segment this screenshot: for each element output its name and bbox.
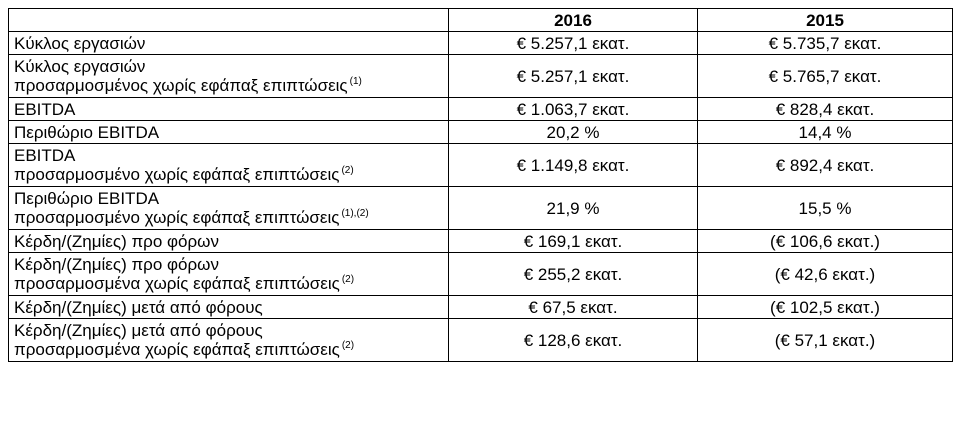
value-2015: (€ 102,5 εκατ.) (697, 295, 953, 319)
row-label-line1: EBITDA (14, 146, 76, 165)
row-label-line2: προσαρμοσμένος χωρίς εφάπαξ επιπτώσεις (14, 76, 348, 95)
header-row: 2016 2015 (8, 8, 953, 32)
value-2016: € 67,5 εκατ. (448, 295, 698, 319)
row-label: Κέρδη/(Ζημίες) μετά από φόρους προσαρμοσμ… (8, 318, 449, 362)
value-2016: € 5.257,1 εκατ. (448, 31, 698, 55)
table-row: Κέρδη/(Ζημίες) μετά από φόρους € 67,5 εκα… (8, 295, 953, 319)
table-row: Κέρδη/(Ζημίες) μετά από φόρους προσαρμοσμ… (8, 318, 953, 362)
value-2015: (€ 42,6 εκατ.) (697, 252, 953, 296)
row-label-line1: Κέρδη/(Ζημίες) μετά από φόρους (14, 321, 263, 340)
row-label-line1: Κέρδη/(Ζημίες) προ φόρων (14, 231, 219, 251)
row-label-line1: Κύκλος εργασιών (14, 57, 146, 76)
value-2016: € 169,1 εκατ. (448, 229, 698, 253)
row-label-line1: Κέρδη/(Ζημίες) μετά από φόρους (14, 297, 263, 317)
value-2016: € 255,2 εκατ. (448, 252, 698, 296)
table-row: Κύκλος εργασιών προσαρμοσμένος χωρίς εφάπ… (8, 54, 953, 98)
header-label-cell (8, 8, 449, 32)
row-label: Κύκλος εργασιών προσαρμοσμένος χωρίς εφάπ… (8, 54, 449, 98)
row-label: Κέρδη/(Ζημίες) προ φόρων (8, 229, 449, 253)
row-label: EBITDA προσαρμοσμένο χωρίς εφάπαξ επιπτώσ… (8, 143, 449, 187)
row-label: Περιθώριο EBITDA (8, 120, 449, 144)
value-2016: € 128,6 εκατ. (448, 318, 698, 362)
table-row: EBITDA € 1.063,7 εκατ. € 828,4 εκατ. (8, 97, 953, 121)
footnote-marker: (2) (341, 165, 354, 177)
value-2015: € 5.765,7 εκατ. (697, 54, 953, 98)
row-label-line2: προσαρμοσμένα χωρίς εφάπαξ επιπτώσεις (14, 274, 340, 293)
value-2015: (€ 57,1 εκατ.) (697, 318, 953, 362)
row-label-line2: προσαρμοσμένα χωρίς εφάπαξ επιπτώσεις (14, 340, 340, 359)
table-row: Κύκλος εργασιών € 5.257,1 εκατ. € 5.735,7 … (8, 31, 953, 55)
row-label: Περιθώριο EBITDA προσαρμοσμένο χωρίς εφάπ… (8, 186, 449, 230)
table-row: Περιθώριο EBITDA προσαρμοσμένο χωρίς εφάπ… (8, 186, 953, 230)
row-label-line1: Περιθώριο EBITDA (14, 189, 160, 208)
table-row: Περιθώριο EBITDA 20,2 % 14,4 % (8, 120, 953, 144)
row-label-line1: EBITDA (14, 99, 76, 119)
row-label-line2: προσαρμοσμένο χωρίς εφάπαξ επιπτώσεις (14, 208, 340, 227)
footnote-marker: (2) (341, 340, 355, 352)
table-row: Κέρδη/(Ζημίες) προ φόρων € 169,1 εκατ. (€ … (8, 229, 953, 253)
row-label: Κέρδη/(Ζημίες) μετά από φόρους (8, 295, 449, 319)
value-2016: 20,2 % (448, 120, 698, 144)
footnote-marker: (1) (349, 76, 362, 88)
value-2016: € 5.257,1 εκατ. (448, 54, 698, 98)
value-2015: € 828,4 εκατ. (697, 97, 953, 121)
footnote-marker: (2) (341, 274, 355, 286)
header-year-2015: 2015 (697, 8, 953, 32)
row-label-line1: Κύκλος εργασιών (14, 33, 146, 53)
table-row: EBITDA προσαρμοσμένο χωρίς εφάπαξ επιπτώσ… (8, 143, 953, 187)
value-2015: € 892,4 εκατ. (697, 143, 953, 187)
value-2016: 21,9 % (448, 186, 698, 230)
value-2015: € 5.735,7 εκατ. (697, 31, 953, 55)
value-2015: 14,4 % (697, 120, 953, 144)
footnote-marker: (1),(2) (341, 208, 369, 220)
row-label-line2: προσαρμοσμένο χωρίς εφάπαξ επιπτώσεις (14, 165, 340, 184)
row-label: Κέρδη/(Ζημίες) προ φόρων προσαρμοσμένα χω… (8, 252, 449, 296)
row-label: EBITDA (8, 97, 449, 121)
row-label-line1: Περιθώριο EBITDA (14, 122, 160, 142)
header-year-2016: 2016 (448, 8, 698, 32)
row-label: Κύκλος εργασιών (8, 31, 449, 55)
row-label-line1: Κέρδη/(Ζημίες) προ φόρων (14, 255, 219, 274)
table-row: Κέρδη/(Ζημίες) προ φόρων προσαρμοσμένα χω… (8, 252, 953, 296)
value-2016: € 1.149,8 εκατ. (448, 143, 698, 187)
value-2015: (€ 106,6 εκατ.) (697, 229, 953, 253)
value-2015: 15,5 % (697, 186, 953, 230)
financial-results-table: 2016 2015 Κύκλος εργασιών € 5.257,1 εκατ.… (8, 8, 953, 362)
value-2016: € 1.063,7 εκατ. (448, 97, 698, 121)
